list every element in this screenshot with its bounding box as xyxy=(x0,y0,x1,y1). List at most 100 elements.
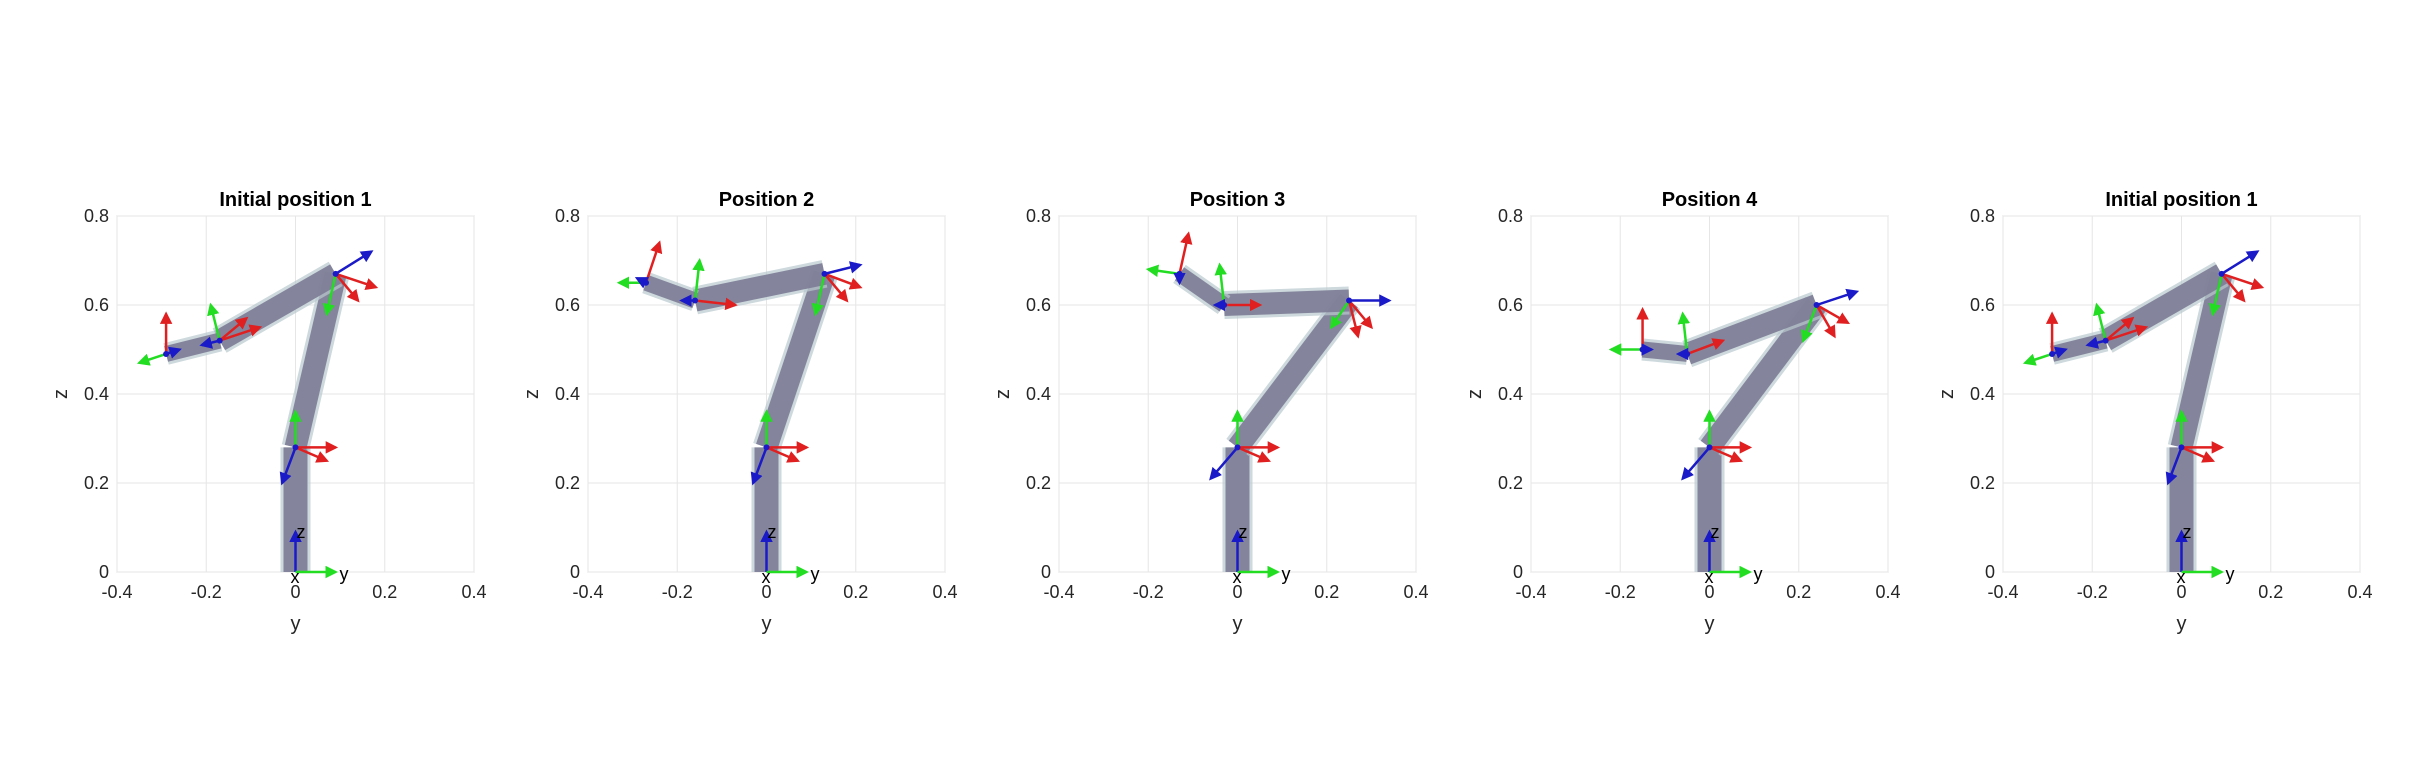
frame-y-arrow xyxy=(1677,311,1691,355)
frame-x-arrow xyxy=(218,316,249,342)
robot-link xyxy=(1700,298,1826,455)
base-z-label: z xyxy=(768,522,777,542)
panel-2: -0.4 -0.2 0 0.2 0.4 0 0.2 0.4 0.6 0.8 y z Position 2… xyxy=(521,189,958,635)
x-axis-label: y xyxy=(1705,613,1715,635)
frame-origin xyxy=(821,270,828,277)
frame-x-arrow xyxy=(2105,324,2149,342)
y-tick-label: 0.8 xyxy=(1026,206,1051,226)
panel-5: -0.4 -0.2 0 0.2 0.4 0 0.2 0.4 0.6 0.8 y z Initial po… xyxy=(1936,189,2373,635)
robot-links xyxy=(642,260,838,572)
y-tick-label: 0.6 xyxy=(1498,295,1523,315)
y-tick-label: 0.8 xyxy=(84,206,109,226)
y-tick-label: 0.4 xyxy=(84,384,109,404)
x-tick-label: -0.4 xyxy=(101,582,132,602)
y-tick-label: 0.2 xyxy=(1970,473,1995,493)
base-x-label: x xyxy=(1705,567,1714,587)
x-tick-label: 0 xyxy=(1232,582,1242,602)
y-tick-label: 0.2 xyxy=(1026,473,1051,493)
frame-x-arrow xyxy=(2104,316,2135,342)
y-tick-label: 0.4 xyxy=(1026,384,1051,404)
frame-x-arrow xyxy=(824,272,863,290)
robot-link xyxy=(692,263,827,312)
frame-origin xyxy=(1813,302,1820,308)
x-tick-label: -0.4 xyxy=(1515,582,1546,602)
frame-origin xyxy=(1684,350,1691,357)
frame-x-arrow xyxy=(1348,299,1373,330)
x-tick-label: 0 xyxy=(2176,582,2186,602)
frame-origin xyxy=(1639,346,1646,353)
frame-x-arrow xyxy=(295,446,330,463)
x-tick-label: 0.4 xyxy=(1875,582,1900,602)
frame-origin xyxy=(163,350,170,357)
frame-y-arrow xyxy=(692,258,705,301)
frame-origin xyxy=(1346,297,1353,304)
frame-y-arrow xyxy=(2093,302,2107,341)
frame-x-arrow xyxy=(694,297,738,311)
panel-title: Initial position 1 xyxy=(2105,189,2257,211)
y-tick-label: 0 xyxy=(99,562,109,582)
frame-y-arrow xyxy=(2022,352,2053,366)
y-tick-label: 0.8 xyxy=(1970,206,1995,226)
frame-x-arrow xyxy=(1347,300,1362,339)
frame-y-arrow xyxy=(136,352,167,366)
y-tick-label: 0.4 xyxy=(1970,384,1995,404)
x-tick-label: -0.2 xyxy=(191,582,222,602)
panel-3: -0.4 -0.2 0 0.2 0.4 0 0.2 0.4 0.6 0.8 y z Position 3… xyxy=(992,189,1429,635)
base-x-label: x xyxy=(2177,567,2186,587)
y-tick-label: 0.6 xyxy=(1026,295,1051,315)
x-axis-label: y xyxy=(762,613,772,635)
x-axis-label: y xyxy=(291,613,301,635)
frame-y-arrow xyxy=(207,302,221,341)
x-tick-label: 0 xyxy=(1704,582,1714,602)
y-tick-label: 0.6 xyxy=(84,295,109,315)
frame-origin xyxy=(2102,337,2109,344)
x-tick-label: 0.2 xyxy=(1314,582,1339,602)
base-y-label: y xyxy=(811,564,820,584)
frame-origin xyxy=(692,297,699,304)
frame-z-arrow xyxy=(199,336,220,349)
frame-origin xyxy=(2218,270,2225,277)
panel-1: -0.4 -0.2 0 0.2 0.4 0 0.2 0.4 0.6 0.8 y z Initial po… xyxy=(50,189,487,635)
y-axis-label: z xyxy=(1464,389,1486,399)
frame-x-arrow xyxy=(335,272,379,290)
frame-origin xyxy=(643,279,650,286)
frame-x-arrow xyxy=(1815,304,1836,339)
y-tick-label: 0 xyxy=(570,562,580,582)
frame-x-arrow xyxy=(823,273,849,303)
frame-y-arrow xyxy=(811,273,826,317)
frame-origin xyxy=(332,270,339,277)
frame-origin xyxy=(216,337,223,344)
base-z-label: z xyxy=(2183,522,2192,542)
frame-x-arrow xyxy=(1237,446,1272,463)
frame-z-arrow xyxy=(279,446,297,486)
frame-origin xyxy=(1234,444,1241,451)
x-tick-label: 0.2 xyxy=(2258,582,2283,602)
frame-y-arrow xyxy=(1329,299,1351,330)
frame-z-arrow xyxy=(335,250,374,275)
frame-origin xyxy=(1221,302,1228,308)
frame-origin xyxy=(1176,270,1183,277)
base-z-label: z xyxy=(1711,522,1720,542)
frame-x-arrow xyxy=(1686,338,1726,356)
x-tick-label: 0.4 xyxy=(2347,582,2372,602)
y-tick-label: 0 xyxy=(1041,562,1051,582)
y-tick-label: 0 xyxy=(1985,562,1995,582)
x-tick-label: 0.4 xyxy=(461,582,486,602)
x-tick-label: 0.4 xyxy=(1403,582,1428,602)
y-tick-label: 0.2 xyxy=(555,473,580,493)
x-tick-label: 0 xyxy=(761,582,771,602)
x-tick-label: -0.2 xyxy=(1605,582,1636,602)
frame-y-arrow xyxy=(1214,262,1227,306)
frame-x-arrow xyxy=(1815,303,1851,325)
frame-z-arrow xyxy=(750,446,768,486)
x-tick-label: -0.4 xyxy=(1043,582,1074,602)
panel-title: Position 2 xyxy=(719,189,815,211)
y-axis-label: z xyxy=(992,389,1014,399)
y-tick-label: 0.8 xyxy=(555,206,580,226)
y-tick-label: 0.8 xyxy=(1498,206,1523,226)
frame-y-arrow xyxy=(322,273,337,317)
x-tick-label: 0.2 xyxy=(372,582,397,602)
frame-z-arrow xyxy=(2085,336,2106,349)
frame-x-arrow xyxy=(334,273,360,303)
